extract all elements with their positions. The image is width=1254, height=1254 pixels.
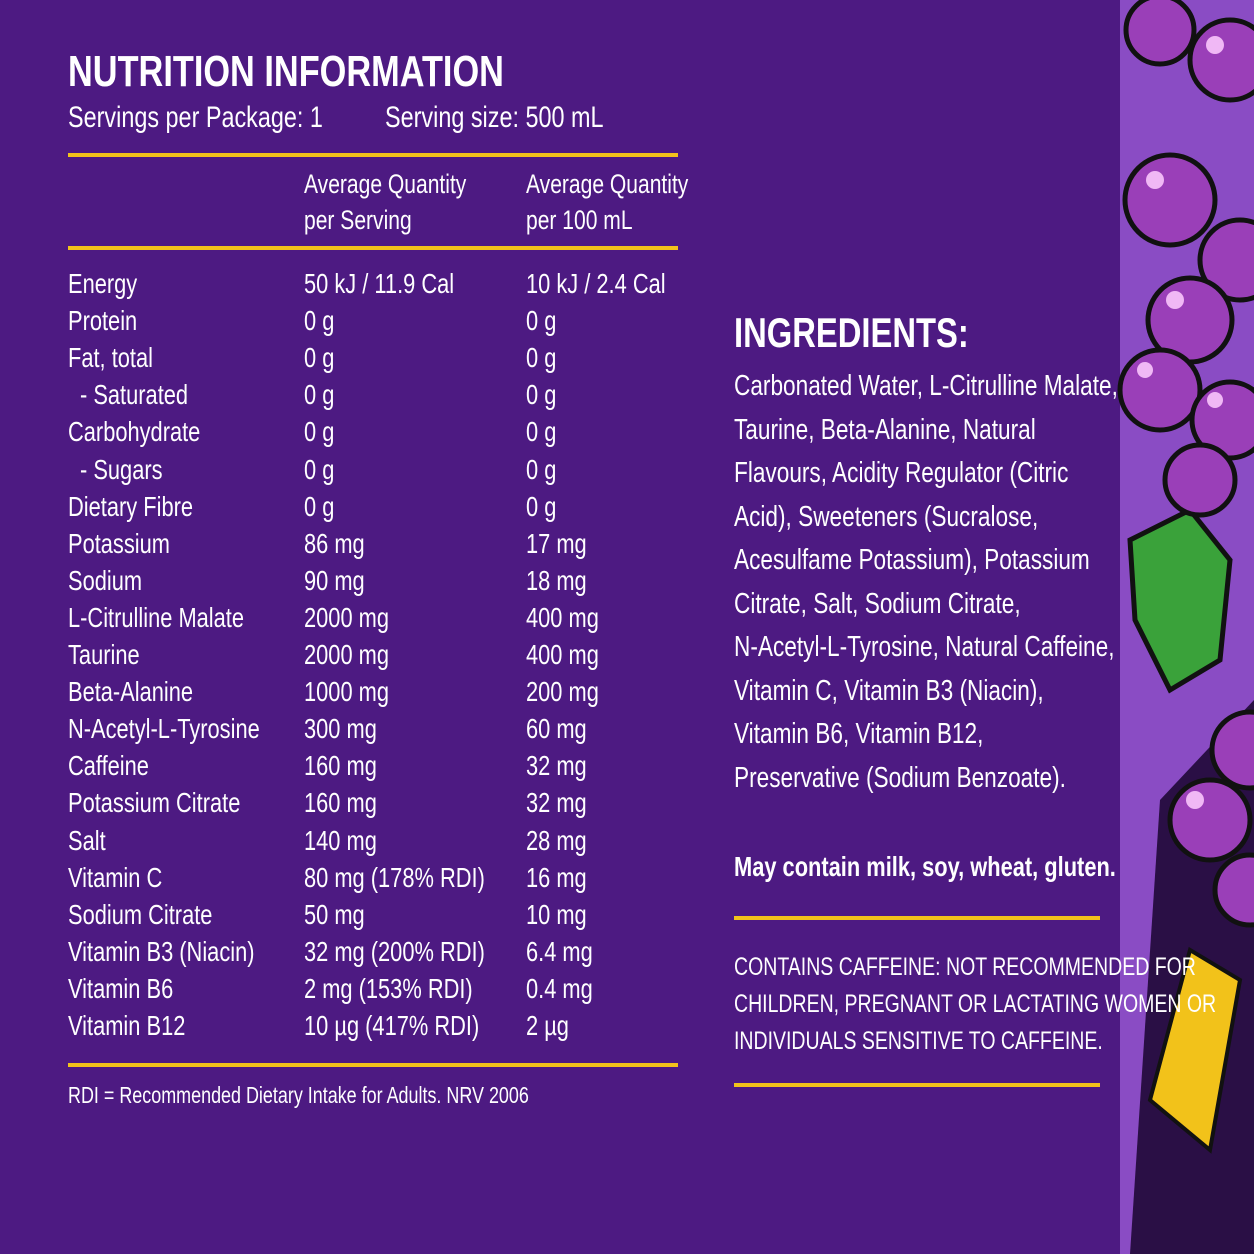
nutrient-name: Energy — [68, 268, 138, 299]
nutrient-name: - Sugars — [80, 453, 163, 485]
per-serving: 2 mg (153% RDI) — [304, 972, 473, 1004]
per-serving: 50 mg — [304, 898, 365, 930]
per-100ml: 32 mg — [526, 787, 587, 819]
servings: Servings per Package: 1 — [68, 101, 323, 134]
divider — [68, 246, 678, 250]
per-100ml: 17 mg — [526, 527, 587, 559]
nutrient-name: Vitamin B6 — [68, 972, 174, 1004]
per-100ml: 10 kJ / 2.4 Cal — [526, 268, 666, 299]
per-100ml: 400 mg — [526, 601, 599, 633]
per-100ml: 2 µg — [526, 1010, 569, 1041]
nutrient-name: Salt — [68, 824, 106, 856]
per-serving: 2000 mg — [304, 601, 389, 633]
per-100ml: 16 mg — [526, 861, 587, 893]
per-serving: 90 mg — [304, 564, 365, 596]
nutrient-name: Sodium — [68, 564, 143, 596]
ingredients-line: Taurine, Beta-Alanine, Natural — [734, 413, 1036, 446]
per-serving: 86 mg — [304, 527, 365, 559]
nutrient-name: Potassium Citrate — [68, 787, 241, 819]
allergens: May contain milk, soy, wheat, gluten. — [734, 851, 1116, 882]
nutrient-name: Fat, total — [68, 342, 153, 374]
per-100ml: 0 g — [526, 416, 557, 448]
column-header: Average Quantity — [526, 169, 689, 199]
ingredients-line: Vitamin B6, Vitamin B12, — [734, 718, 984, 750]
per-serving: 160 mg — [304, 787, 377, 819]
per-serving: 0 g — [304, 416, 335, 448]
nutrient-name: Sodium Citrate — [68, 898, 213, 930]
per-serving: 160 mg — [304, 750, 377, 782]
nutrient-name: Carbohydrate — [68, 416, 201, 448]
column-header: per 100 mL — [526, 205, 633, 235]
per-100ml: 6.4 mg — [526, 935, 593, 967]
per-100ml: 400 mg — [526, 639, 599, 670]
per-serving: 1000 mg — [304, 676, 389, 708]
column-header: Average Quantity — [304, 169, 467, 199]
ingredients-line: Carbonated Water, L-Citrulline Malate, — [734, 370, 1118, 402]
per-serving: 0 g — [304, 490, 335, 522]
ingredients-line: Preservative (Sodium Benzoate). — [734, 761, 1066, 794]
per-100ml: 0 g — [526, 379, 557, 411]
nutrient-name: Dietary Fibre — [68, 490, 194, 522]
ingredients-line: Citrate, Salt, Sodium Citrate, — [734, 587, 1021, 620]
ingredients-line: Flavours, Acidity Regulator (Citric — [734, 457, 1069, 489]
per-serving: 0 g — [304, 342, 335, 374]
ingredients-title: INGREDIENTS: — [734, 309, 969, 356]
ingredients-line: Acid), Sweeteners (Sucralose, — [734, 500, 1039, 533]
per-serving: 300 mg — [304, 713, 377, 745]
per-100ml: 200 mg — [526, 676, 599, 708]
per-100ml: 0 g — [526, 305, 557, 337]
per-serving: 2000 mg — [304, 639, 389, 670]
nutrient-name: Taurine — [68, 639, 140, 670]
column-header: per Serving — [304, 205, 412, 235]
per-100ml: 32 mg — [526, 750, 587, 782]
ingredients-line: Vitamin C, Vitamin B3 (Niacin), — [734, 674, 1044, 707]
per-100ml: 28 mg — [526, 824, 587, 856]
per-serving: 50 kJ / 11.9 Cal — [304, 268, 455, 299]
per-serving: 0 g — [304, 379, 335, 411]
nutrient-name: Vitamin B12 — [68, 1010, 186, 1041]
ingredients-line: N-Acetyl-L-Tyrosine, Natural Caffeine, — [734, 631, 1115, 663]
per-100ml: 0.4 mg — [526, 972, 593, 1004]
divider — [68, 1063, 678, 1067]
per-serving: 10 µg (417% RDI) — [304, 1010, 480, 1041]
nutrient-name: Vitamin C — [68, 861, 163, 893]
per-serving: 0 g — [304, 305, 335, 337]
per-100ml: 60 mg — [526, 713, 587, 745]
warning-line: CONTAINS CAFFEINE: NOT RECOMMENDED FOR — [734, 953, 1196, 981]
per-100ml: 0 g — [526, 490, 557, 522]
nutrient-name: Vitamin B3 (Niacin) — [68, 935, 255, 967]
footnote: RDI = Recommended Dietary Intake for Adu… — [68, 1082, 529, 1108]
nutrient-name: N-Acetyl-L-Tyrosine — [68, 713, 260, 745]
per-serving: 32 mg (200% RDI) — [304, 935, 485, 967]
divider — [734, 916, 1100, 920]
grape-art — [1117, 0, 1254, 1254]
ingredients-line: Acesulfame Potassium), Potassium — [734, 544, 1090, 576]
per-100ml: 0 g — [526, 453, 557, 485]
per-serving: 140 mg — [304, 824, 377, 856]
divider — [734, 1083, 1100, 1087]
title: NUTRITION INFORMATION — [68, 47, 504, 96]
nutrient-name: - Saturated — [80, 379, 189, 411]
warning-line: CHILDREN, PREGNANT OR LACTATING WOMEN OR — [734, 990, 1217, 1018]
per-serving: 80 mg (178% RDI) — [304, 861, 485, 893]
nutrient-name: Potassium — [68, 527, 170, 559]
per-serving: 0 g — [304, 453, 335, 485]
per-100ml: 0 g — [526, 342, 557, 374]
nutrient-name: Beta-Alanine — [68, 676, 194, 708]
per-100ml: 10 mg — [526, 898, 587, 930]
warning-line: INDIVIDUALS SENSITIVE TO CAFFEINE. — [734, 1027, 1103, 1055]
serving-size: Serving size: 500 mL — [385, 101, 604, 134]
nutrient-name: Protein — [68, 305, 138, 337]
nutrient-name: L-Citrulline Malate — [68, 601, 244, 633]
per-100ml: 18 mg — [526, 564, 587, 596]
divider — [68, 153, 678, 157]
nutrient-name: Caffeine — [68, 750, 149, 782]
